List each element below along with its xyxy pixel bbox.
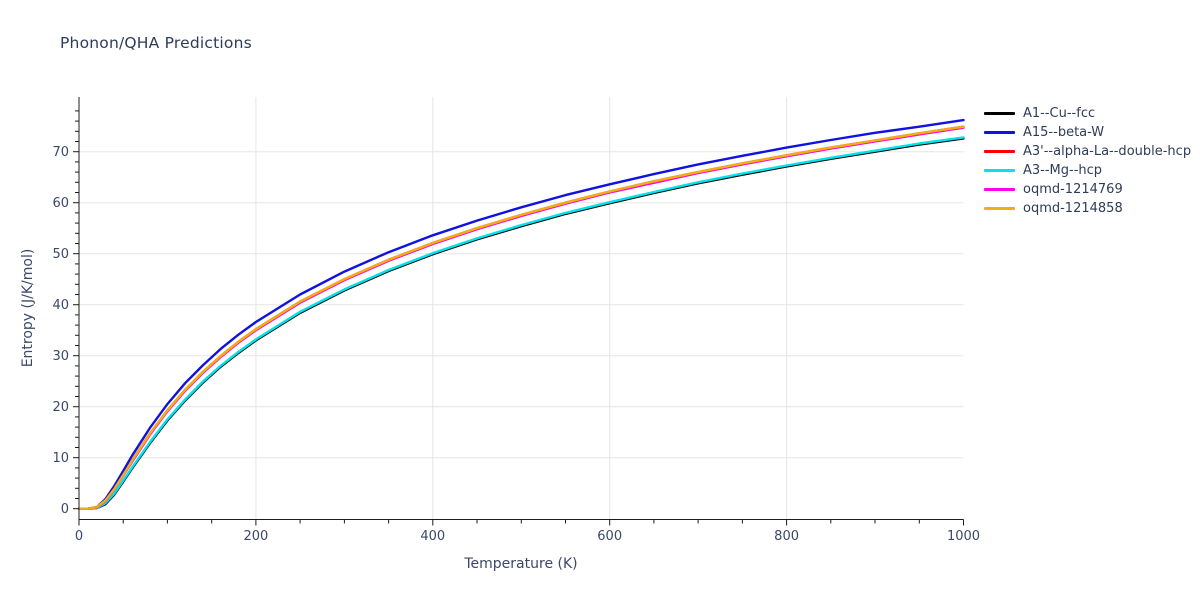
series-line-a1-cu-fcc [77, 137, 965, 510]
tick-labels: 0 200 400 600 800 1000 0 10 20 30 40 50 60 70 [52, 145, 980, 544]
legend-label: A3'--alpha-La--double-hcp [1023, 144, 1192, 159]
legend-swatch [984, 169, 1015, 172]
series-lines [77, 118, 965, 510]
legend-swatch [984, 131, 1015, 134]
legend-label: oqmd-1214858 [1023, 201, 1123, 216]
x-tick-label: 400 [420, 529, 445, 544]
legend-swatch [984, 150, 1015, 153]
y-axis-label: Entropy (J/K/mol) [20, 248, 36, 368]
y-tick-label: 40 [52, 298, 69, 313]
y-tick-label: 60 [52, 196, 69, 211]
series-line-oqmd-1214858 [77, 125, 965, 510]
series-line-a3-alpha-la-double-hcp [77, 125, 965, 510]
series-line-a15-beta-w [77, 118, 965, 510]
legend-swatch [984, 112, 1015, 115]
legend-item: A3'--alpha-La--double-hcp [984, 142, 1191, 161]
x-tick-label: 800 [774, 529, 799, 544]
axes [73, 97, 964, 526]
legend-item: A15--beta-W [984, 123, 1191, 142]
y-tick-label: 10 [52, 451, 69, 466]
y-tick-label: 70 [52, 145, 69, 160]
x-tick-label: 0 [75, 529, 83, 544]
legend-label: A3--Mg--hcp [1023, 163, 1103, 178]
legend-label: oqmd-1214769 [1023, 182, 1123, 197]
series-line-a3-mg-hcp [77, 136, 965, 510]
x-tick-label: 600 [597, 529, 622, 544]
legend-label: A15--beta-W [1023, 125, 1105, 140]
y-tick-label: 30 [52, 349, 69, 364]
legend-item: A1--Cu--fcc [984, 104, 1191, 123]
series-line-oqmd-1214769 [77, 126, 965, 510]
y-tick-label: 50 [52, 247, 69, 262]
legend: A1--Cu--fcc A15--beta-W A3'--alpha-La--dou… [984, 104, 1191, 218]
y-tick-label: 20 [52, 400, 69, 415]
legend-swatch [984, 207, 1015, 210]
chart-title: Phonon/QHA Predictions [60, 34, 252, 52]
gridlines [79, 97, 964, 520]
legend-item: A3--Mg--hcp [984, 161, 1191, 180]
x-tick-label: 200 [243, 529, 268, 544]
legend-swatch [984, 188, 1015, 191]
y-tick-label: 0 [61, 502, 69, 517]
legend-item: oqmd-1214769 [984, 180, 1191, 199]
x-tick-label: 1000 [947, 529, 980, 544]
x-axis-label: Temperature (K) [464, 556, 578, 572]
legend-item: oqmd-1214858 [984, 199, 1191, 218]
legend-label: A1--Cu--fcc [1023, 106, 1096, 121]
